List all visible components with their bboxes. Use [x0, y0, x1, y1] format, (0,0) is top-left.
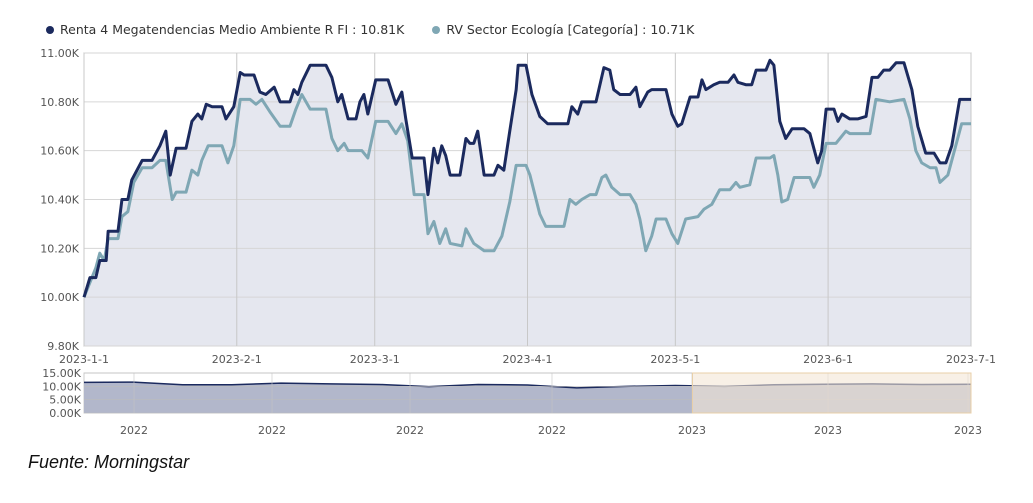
navigator-y-tick-label: 0.00K — [49, 407, 81, 420]
navigator-x-tick-label: 2022 — [258, 424, 286, 437]
navigator-x-tick-label: 2022 — [396, 424, 424, 437]
x-tick-label: 2023-1-1 — [59, 353, 109, 366]
legend-marker-fund — [46, 25, 54, 34]
y-tick-label: 10.00K — [40, 291, 79, 304]
navigator-selection-window[interactable] — [691, 372, 972, 414]
legend-item-fund[interactable]: Renta 4 Megatendencias Medio Ambiente R … — [46, 22, 404, 37]
y-tick-label: 10.80K — [40, 96, 79, 109]
x-tick-label: 2023-7-1 — [946, 353, 996, 366]
x-tick-label: 2023-5-1 — [650, 353, 700, 366]
y-tick-label: 10.60K — [40, 145, 79, 158]
x-tick-label: 2023-4-1 — [503, 353, 553, 366]
x-tick-label: 2023-2-1 — [212, 353, 262, 366]
y-tick-label: 10.40K — [40, 194, 79, 207]
chart-svg: 11.00K 10.80K 10.60K 10.40K 10.20K 10.00K 9.80… — [40, 47, 996, 437]
navigator-x-tick-label: 2023 — [678, 424, 706, 437]
navigator-y-tick-label: 10.00K — [42, 380, 81, 393]
legend: Renta 4 Megatendencias Medio Ambiente R … — [46, 22, 694, 37]
y-tick-label: 11.00K — [40, 47, 79, 60]
navigator-x-tick-label: 2022 — [120, 424, 148, 437]
x-tick-label: 2023-3-1 — [350, 353, 400, 366]
fund-series-line — [82, 58, 971, 298]
navigator-x-tick-label: 2023 — [814, 424, 842, 437]
legend-label-fund: Renta 4 Megatendencias Medio Ambiente R … — [60, 22, 405, 37]
x-tick-label: 2023-6-1 — [803, 353, 853, 366]
category-series-line — [82, 93, 971, 298]
legend-item-category[interactable]: RV Sector Ecología [Categoría] : 10.71K — [432, 22, 694, 37]
navigator-y-tick-label: 5.00K — [49, 394, 81, 407]
y-tick-label: 9.80K — [47, 340, 79, 353]
legend-marker-category — [432, 25, 441, 34]
source-note: Fuente: Morningstar — [28, 452, 190, 472]
legend-label-category: RV Sector Ecología [Categoría] : 10.71K — [446, 22, 695, 37]
navigator-x-tick-label: 2022 — [538, 424, 566, 437]
navigator-x-tick-label: 2023 — [954, 424, 982, 437]
navigator-y-tick-label: 15.00K — [42, 367, 81, 380]
y-tick-label: 10.20K — [40, 242, 79, 255]
